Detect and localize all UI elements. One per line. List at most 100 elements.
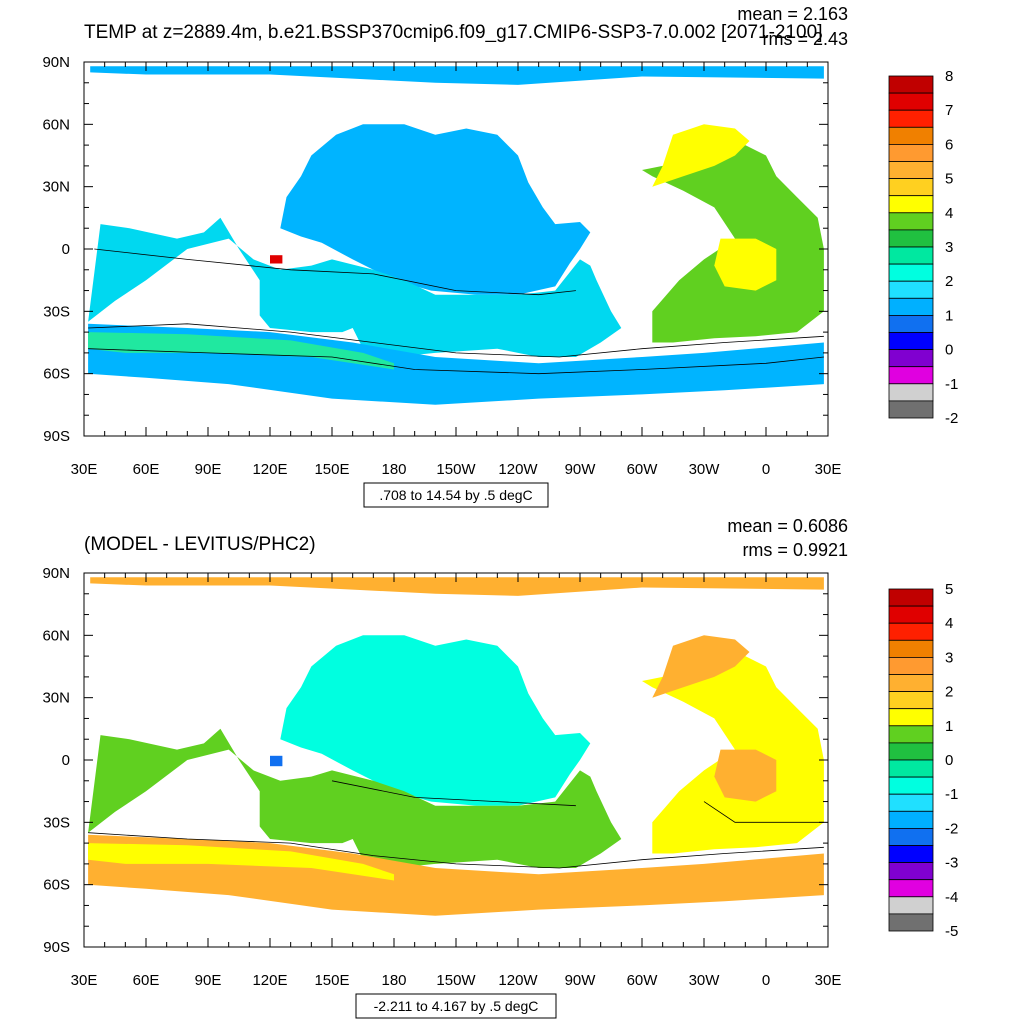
y-tick-label: 60N — [42, 116, 70, 133]
colorbar-swatch — [888, 178, 934, 197]
contour-line — [331, 780, 576, 807]
region-arctic — [90, 66, 824, 85]
colorbar-label: 6 — [945, 136, 953, 153]
colorbar-swatch — [888, 126, 934, 145]
colorbar-swatch — [888, 896, 934, 915]
x-tick-label: 30W — [689, 972, 721, 989]
colorbar-swatch — [888, 828, 934, 846]
x-tick-label: 90W — [565, 461, 597, 478]
x-tick-label: 30E — [71, 972, 98, 989]
x-tick-label: 60E — [133, 972, 160, 989]
x-tick-label: 150E — [314, 972, 349, 989]
region-indian-ocean — [88, 728, 622, 868]
chart-title: (MODEL - LEVITUS/PHC2) — [84, 534, 316, 555]
colorbar-swatch — [888, 332, 934, 351]
mean-label: mean = 2.163 — [737, 4, 848, 24]
region-red-sea-spot — [270, 255, 283, 264]
colorbar-label: -1 — [945, 786, 958, 803]
region-north-pacific — [280, 635, 591, 806]
panel-top: TEMP at z=2889.4m, b.e21.BSSP370cmip6.f0… — [42, 4, 958, 508]
x-tick-label: 30W — [689, 461, 721, 478]
x-tick-label: 90W — [565, 972, 597, 989]
rms-label: rms = 2.43 — [762, 29, 848, 49]
colorbar-swatch — [888, 622, 934, 641]
x-tick-label: 60W — [627, 461, 659, 478]
colorbar-label: -2 — [945, 820, 958, 837]
colorbar-swatch — [888, 161, 934, 180]
colorbar-label: -2 — [945, 410, 958, 427]
chart-title: TEMP at z=2889.4m, b.e21.BSSP370cmip6.f0… — [84, 22, 822, 43]
colorbar-swatch — [888, 92, 934, 111]
axis-ticks: 30E 60E 90E 120E 150E 180 150W 120W 90W 60W 30W 0 30… — [42, 565, 841, 989]
colorbar-label: 1 — [945, 307, 953, 324]
x-tick-label: 120E — [252, 461, 287, 478]
colorbar-label: 3 — [945, 239, 953, 256]
map-area — [88, 66, 824, 405]
colorbar-swatch — [888, 879, 934, 898]
colorbar-label: 2 — [945, 273, 953, 290]
y-tick-label: 60N — [42, 627, 70, 644]
region-south-atlantic-high — [714, 749, 777, 802]
region-south-atlantic-high — [714, 238, 777, 291]
contour-info: -2.211 to 4.167 by .5 degC — [374, 998, 539, 1014]
y-tick-label: 90N — [42, 565, 70, 582]
panel-bottom: (MODEL - LEVITUS/PHC2) mean = 0.6086 rms… — [42, 516, 958, 1019]
colorbar-swatch — [888, 383, 934, 402]
colorbar-swatch — [888, 349, 934, 368]
contour-line — [88, 832, 824, 869]
colorbar: 5 4 3 2 1 0 -1 -2 -3 -4 -5 — [888, 581, 958, 940]
colorbar-swatch — [888, 674, 934, 693]
colorbar-label: 0 — [945, 342, 953, 359]
region-north-pacific — [280, 124, 591, 295]
x-tick-label: 30E — [815, 972, 842, 989]
colorbar-label: 3 — [945, 649, 953, 666]
map-area — [88, 577, 824, 916]
colorbar-label: -3 — [945, 855, 958, 872]
colorbar-label: -4 — [945, 889, 958, 906]
colorbar-label: 4 — [945, 615, 953, 632]
x-tick-label: 60W — [627, 972, 659, 989]
colorbar-swatch — [888, 708, 934, 727]
y-tick-label: 90S — [43, 428, 70, 445]
region-red-sea-spot — [270, 755, 283, 767]
contour-line — [88, 348, 824, 375]
colorbar-swatch — [888, 212, 934, 231]
colorbar-swatch — [888, 810, 934, 829]
colorbar: 8 7 6 5 4 3 2 1 0 -1 -2 — [888, 68, 958, 427]
colorbar-label: -1 — [945, 376, 958, 393]
colorbar-swatch — [888, 793, 934, 812]
y-tick-label: 0 — [62, 241, 70, 258]
colorbar-swatch — [888, 759, 934, 778]
colorbar-label: 5 — [945, 581, 953, 598]
colorbar-label: 0 — [945, 752, 953, 769]
x-tick-label: 120W — [498, 461, 538, 478]
region-southern-ocean-band — [88, 843, 394, 881]
colorbar-swatch — [888, 366, 934, 385]
y-tick-label: 30N — [42, 179, 70, 196]
colorbar-swatch — [888, 246, 934, 265]
x-tick-label: 150E — [314, 461, 349, 478]
colorbar-swatch — [888, 742, 934, 761]
x-tick-label: 30E — [71, 461, 98, 478]
colorbar-label: 4 — [945, 205, 953, 222]
colorbar-swatch — [888, 588, 934, 607]
region-north-atlantic-high — [652, 124, 750, 187]
colorbar-swatch — [888, 913, 934, 932]
colorbar-swatch — [888, 263, 934, 282]
colorbar-label: 8 — [945, 68, 953, 85]
colorbar-swatch — [888, 862, 934, 881]
colorbar-swatch — [888, 639, 934, 658]
contour-info-box — [355, 993, 557, 1019]
axis-ticks: 30E 60E 90E 120E 150E 180 150W 120W 90W 60W 30W 0 30… — [42, 54, 841, 478]
region-north-atlantic-high — [652, 635, 750, 698]
y-tick-label: 30S — [43, 303, 70, 320]
x-tick-label: 150W — [436, 461, 476, 478]
colorbar-label: 7 — [945, 102, 953, 119]
contour-line — [88, 323, 824, 358]
x-tick-label: 150W — [436, 972, 476, 989]
colorbar-swatch — [888, 143, 934, 162]
x-tick-label: 120W — [498, 972, 538, 989]
contour-line — [94, 248, 576, 296]
x-tick-label: 30E — [815, 461, 842, 478]
colorbar-swatch — [888, 297, 934, 316]
